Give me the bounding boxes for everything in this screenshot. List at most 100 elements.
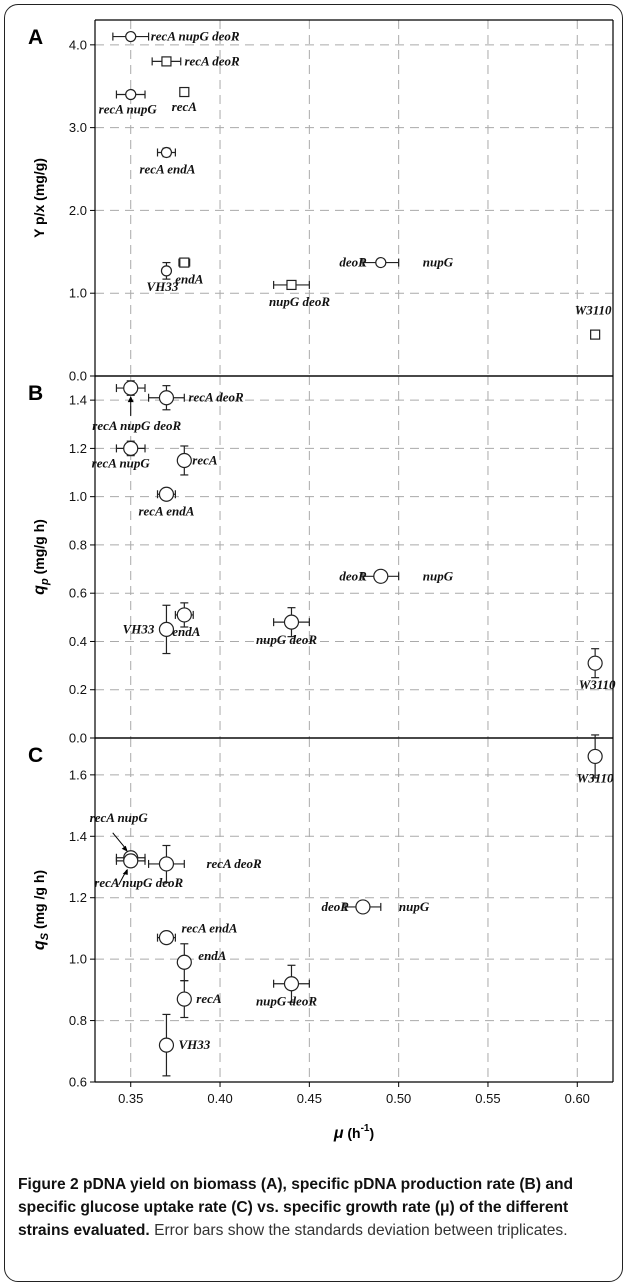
y-tick-label: 1.4 [69,393,87,408]
y-tick-label: 1.2 [69,890,87,905]
data-point-endA: endA [172,602,201,639]
x-axis-title: μ (h-1) [333,1123,374,1142]
x-axis-title-close: ) [370,1125,375,1141]
y-axis-title-units: (mg /g h) [31,870,47,933]
y-tick-label: 4.0 [69,37,87,52]
x-tick-label: 0.35 [118,1091,143,1106]
point-label: W3110 [575,303,612,318]
point-marker [286,279,297,291]
y-tick-label: 2.0 [69,203,87,218]
point-label: VH33 [178,1037,210,1052]
panel-letter: A [28,26,43,49]
y-tick-label: 0.8 [69,537,87,552]
panel-letter: C [28,744,43,767]
point-marker [125,30,137,43]
x-tick-label: 0.60 [565,1091,590,1106]
point-marker [125,88,137,101]
point-marker [176,607,192,623]
point-marker [123,440,139,456]
point-label: recA deoR [184,53,240,68]
data-point-deoR: deoR [339,255,400,270]
data-point-recA-nupG: recA nupG [90,810,148,866]
point-marker [160,265,173,277]
point-label: recA nupG deoR [92,418,181,433]
point-marker [176,452,192,469]
y-tick-label: 1.0 [69,286,87,301]
point-label: W3110 [579,677,616,692]
point-marker [587,748,603,765]
data-point-recA-endA: recA endA [156,921,238,946]
point-marker [179,257,190,268]
point-marker [176,954,192,970]
point-marker [587,655,603,671]
point-marker [123,380,139,396]
figure-frame [4,4,623,1282]
point-marker [373,568,389,584]
x-axis-title-superscript: -1 [361,1123,370,1134]
point-label: recA endA [181,921,237,936]
point-label: recA nupG [99,102,158,117]
point-label: deoR [339,568,367,583]
point-label: VH33 [147,279,179,294]
point-label: endA [198,948,227,963]
y-tick-label: 0.2 [69,682,87,697]
point-label: deoR [321,899,349,914]
data-point-deoR: deoR [339,568,400,584]
x-tick-label: 0.45 [297,1091,322,1106]
point-label: recA nupG deoR [151,29,240,44]
point-label: endA [172,624,201,639]
data-point-VH33: VH33 [158,1013,211,1077]
y-tick-label: 1.0 [69,489,87,504]
x-tick-label: 0.50 [386,1091,411,1106]
data-point-W3110: W3110 [579,648,616,692]
y-tick-label: 1.2 [69,441,87,456]
point-marker [283,976,300,992]
data-point-nupG: nupG [399,899,430,914]
data-point-recA-nupG-deoR: recA nupG deoR [94,853,183,890]
y-axis-title-symbol: q [31,585,48,595]
annotation-arrowhead [127,396,134,403]
point-marker [283,614,300,630]
point-marker [123,853,139,869]
point-marker [375,256,387,269]
y-tick-label: 0.6 [69,586,87,601]
point-label: recA [172,99,198,114]
data-point-W3110: W3110 [575,303,612,340]
point-label: recA endA [139,161,195,176]
data-point-recA: recA [176,980,222,1019]
point-marker [355,899,371,915]
x-tick-label: 0.40 [207,1091,232,1106]
point-label: nupG [423,568,454,583]
annotation-arrowhead [121,845,128,852]
point-marker [158,856,175,872]
figure-caption: Figure 2 pDNA yield on biomass (A), spec… [18,1173,610,1242]
y-tick-label: 1.6 [69,767,87,782]
y-tick-label: 1.4 [69,829,87,844]
y-axis-title-symbol: q [31,940,48,950]
point-label: deoR [339,255,367,270]
data-point-recA-nupG: recA nupG [92,440,151,470]
data-point-recA-nupG-deoR: recA nupG deoR [92,380,181,433]
data-point-recA-nupG-deoR: recA nupG deoR [112,29,240,44]
data-point-nupG: nupG [423,568,454,583]
y-tick-label: 0.0 [69,369,87,384]
point-label: recA deoR [188,390,244,405]
data-point-recA: recA [176,445,218,476]
data-point-VH33: VH33 [123,604,175,655]
data-point-recA-endA: recA endA [138,486,195,518]
y-tick-label: 0.8 [69,1013,87,1028]
point-label: nupG deoR [256,632,317,647]
data-point-endA: endA [176,943,227,982]
caption-plain: Error bars show the standards deviation … [149,1222,568,1239]
data-point-recA-endA: recA endA [139,146,196,176]
point-label: recA nupG [92,455,151,470]
data-point-nupG: nupG [423,255,454,270]
annotation-arrowhead [122,868,128,875]
data-point-deoR: deoR [321,899,382,915]
y-tick-label: 0.4 [69,634,87,649]
data-point-recA-deoR: recA deoR [147,385,244,411]
data-point-endA: endA [175,257,204,287]
y-tick-label: 3.0 [69,120,87,135]
data-point-recA: recA [172,86,198,114]
point-marker [160,146,173,159]
